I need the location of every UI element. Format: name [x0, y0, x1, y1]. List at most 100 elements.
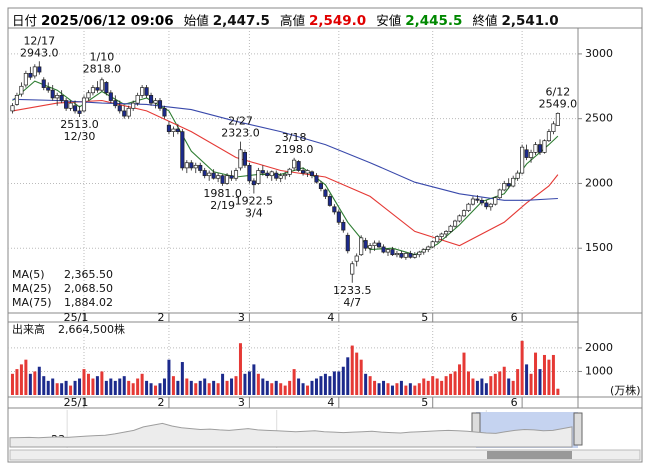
scrollbar[interactable]	[9, 449, 641, 461]
candle-body	[238, 149, 243, 169]
x-tick-label: 3	[238, 396, 245, 409]
volume-bar	[337, 371, 341, 395]
volume-bar	[346, 357, 350, 395]
volume-bar	[408, 383, 412, 395]
scrollbar-thumb[interactable]	[487, 451, 572, 459]
volume-bar	[484, 383, 488, 395]
y-tick-label: 1000	[585, 364, 613, 377]
candle-body	[399, 253, 404, 258]
candle-body	[430, 241, 435, 248]
volume-bar	[51, 378, 55, 395]
volume-bar	[547, 359, 551, 395]
volume-bar	[95, 376, 99, 395]
candle-body	[520, 146, 525, 174]
candle-body	[537, 144, 543, 153]
volume-bar	[449, 373, 453, 395]
candle-body	[274, 172, 279, 179]
candle-body	[104, 82, 109, 94]
volume-bar	[234, 376, 238, 395]
x-tick-label: 5	[421, 396, 428, 409]
candle-body	[251, 180, 256, 186]
candle-body	[394, 253, 399, 256]
volume-bar	[319, 376, 323, 395]
volume-bar	[341, 366, 345, 395]
x-tick-label: 4	[327, 311, 334, 324]
candle-body	[412, 254, 417, 258]
volume-bar	[314, 378, 318, 395]
volume-bar	[118, 378, 122, 395]
candle-body	[166, 124, 171, 132]
annotation-date: 2/27	[228, 115, 253, 128]
volume-bar	[534, 352, 538, 395]
volume-bar	[10, 373, 14, 395]
navigator-handle[interactable]	[573, 412, 583, 446]
volume-bar	[78, 378, 82, 395]
volume-bar	[507, 378, 511, 395]
volume-bar	[82, 369, 86, 395]
candle-body	[354, 255, 359, 262]
field-value: 2,549.0	[308, 13, 367, 29]
candle-body	[198, 164, 203, 171]
volume-bar	[283, 385, 287, 395]
volume-bar	[453, 371, 457, 395]
candle-body	[260, 170, 265, 174]
x-tick-label: 2	[157, 311, 164, 324]
field-label: 始値	[183, 13, 209, 28]
volume-bar	[230, 378, 234, 395]
header: 日付 2025/06/12 09:06 始値 2,447.5 高値 2,549.0 安値 2,…	[12, 10, 565, 29]
candle-body	[216, 175, 221, 179]
volume-bar	[136, 378, 140, 395]
candle-body	[149, 95, 154, 104]
x-tick-label: 4	[327, 396, 334, 409]
candle-body	[546, 131, 551, 142]
candle-body	[144, 87, 149, 96]
volume-bar	[86, 373, 90, 395]
candle-body	[502, 183, 507, 191]
candle-body	[23, 72, 28, 86]
date-label: 日付	[12, 13, 38, 28]
volume-bar	[301, 383, 305, 395]
volume-bar	[122, 376, 126, 395]
volume-bar	[556, 388, 560, 395]
annotation-date: 3/18	[282, 131, 307, 144]
volume-bar	[328, 376, 332, 395]
volume-bar	[279, 383, 283, 395]
volume-bar	[364, 373, 368, 395]
candle-body	[233, 170, 239, 179]
candle-body	[41, 79, 46, 88]
annotation-price: 2198.0	[275, 143, 314, 156]
volume-bar	[149, 383, 153, 395]
volume-bar	[69, 385, 73, 395]
candle-body	[381, 246, 386, 253]
candle-body	[555, 113, 560, 126]
candle-body	[497, 189, 502, 199]
candle-body	[247, 164, 252, 182]
candle-body	[73, 105, 78, 112]
candle-body	[435, 236, 440, 243]
volume-bar	[113, 380, 117, 395]
candle-body	[323, 189, 328, 197]
field-label: 安値	[376, 13, 402, 28]
candle-body	[448, 225, 453, 232]
volume-bar	[145, 380, 149, 395]
volume-bar	[516, 369, 520, 395]
legend-value: 2,365.50	[64, 268, 113, 281]
candle-body	[108, 92, 113, 101]
candle-body	[359, 237, 364, 256]
candle-body	[524, 149, 529, 158]
candle-body	[157, 100, 163, 109]
volume-bar	[60, 383, 64, 395]
annotation-price: 2818.0	[83, 62, 122, 75]
candle-body	[19, 85, 24, 95]
candle-body	[327, 196, 332, 206]
volume-bar	[350, 345, 354, 395]
x-tick-label: 25/1	[64, 311, 89, 324]
volume-bar	[216, 383, 220, 395]
volume-bar	[480, 378, 484, 395]
candle-body	[542, 140, 547, 153]
candle-body	[533, 144, 538, 153]
volume-bar	[167, 359, 171, 395]
legend-value: 2,068.50	[64, 282, 113, 295]
candle-body	[122, 110, 127, 117]
